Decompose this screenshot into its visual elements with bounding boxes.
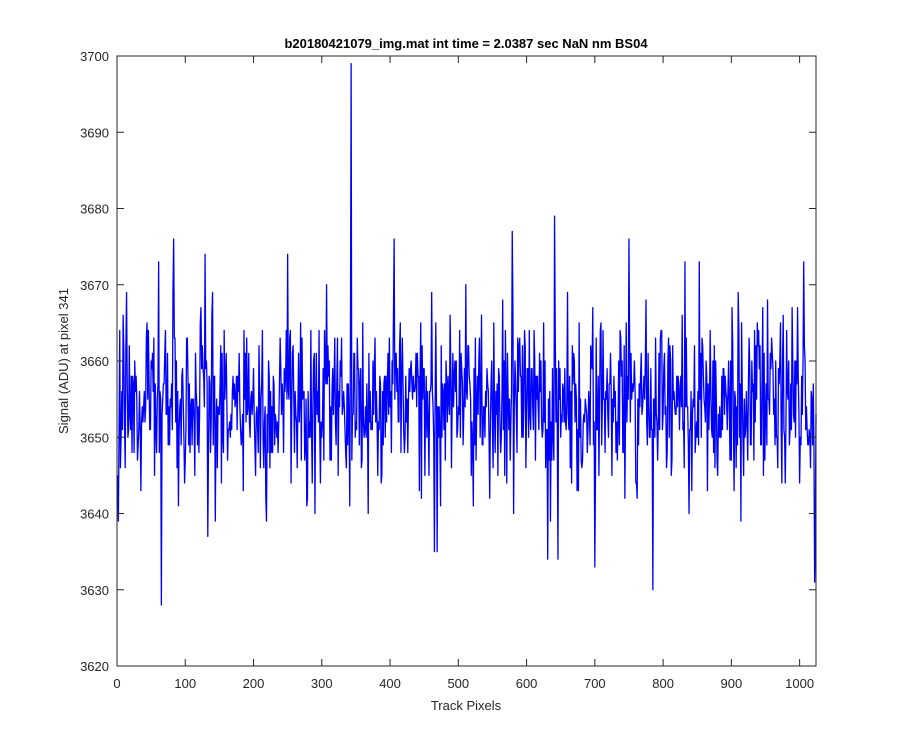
x-ticks: 0 100 200 300 400 500 600 700 800 900 1000 bbox=[113, 56, 814, 691]
x-tick-label: 200 bbox=[243, 676, 265, 691]
y-tick-label: 3700 bbox=[80, 49, 109, 64]
x-tick-label: 100 bbox=[174, 676, 196, 691]
y-tick-label: 3670 bbox=[80, 278, 109, 293]
x-axis-label: Track Pixels bbox=[431, 698, 502, 713]
x-tick-label: 400 bbox=[379, 676, 401, 691]
y-tick-label: 3630 bbox=[80, 583, 109, 598]
y-axis-label: Signal (ADU) at pixel 341 bbox=[56, 288, 71, 434]
x-tick-label: 1000 bbox=[785, 676, 814, 691]
x-tick-label: 300 bbox=[311, 676, 333, 691]
chart-title: b20180421079_img.mat int time = 2.0387 s… bbox=[284, 36, 648, 51]
y-tick-label: 3660 bbox=[80, 354, 109, 369]
y-tick-label: 3620 bbox=[80, 659, 109, 674]
y-tick-label: 3680 bbox=[80, 202, 109, 217]
x-tick-label: 800 bbox=[652, 676, 674, 691]
x-tick-label: 500 bbox=[447, 676, 469, 691]
x-tick-label: 900 bbox=[721, 676, 743, 691]
y-tick-label: 3690 bbox=[80, 125, 109, 140]
y-tick-label: 3650 bbox=[80, 430, 109, 445]
series-layer bbox=[117, 62, 817, 606]
signal-series-line bbox=[117, 62, 817, 606]
x-tick-label: 600 bbox=[516, 676, 538, 691]
y-tick-label: 3640 bbox=[80, 507, 109, 522]
y-ticks: 3620 3630 3640 3650 3660 3670 3680 3690 3700 bbox=[80, 49, 816, 674]
x-tick-label: 0 bbox=[113, 676, 120, 691]
x-tick-label: 700 bbox=[584, 676, 606, 691]
